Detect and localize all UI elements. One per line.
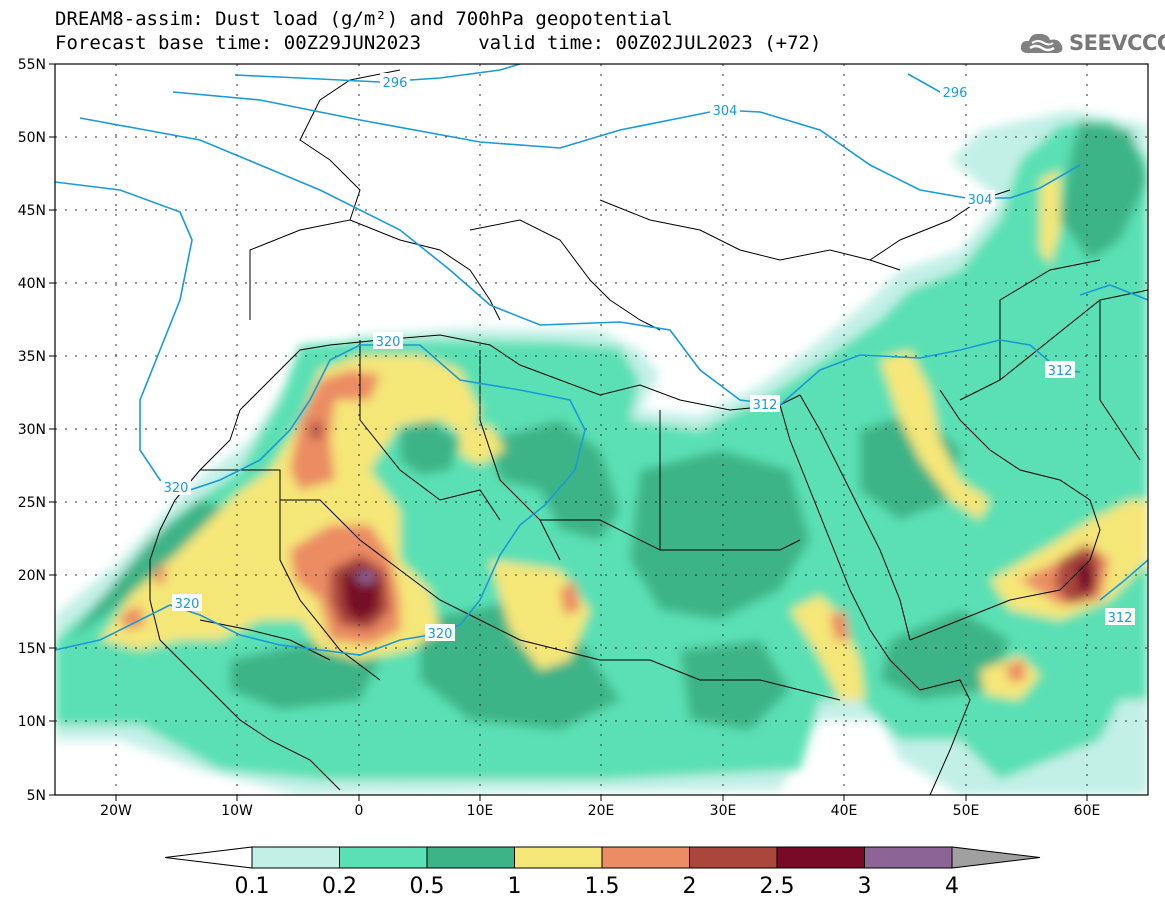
- svg-text:320: 320: [428, 627, 453, 642]
- lon-tick-label: 10E: [467, 803, 494, 819]
- lon-tick-label: 10W: [221, 803, 253, 819]
- svg-text:296: 296: [943, 86, 968, 101]
- colorbar-under-triangle: [164, 846, 253, 869]
- contour-label: 304: [710, 101, 740, 119]
- lat-tick-label: 45N: [18, 203, 46, 219]
- lat-axis: 55N 50N 45N 40N 35N 30N 25N 20N 15N 10N …: [18, 57, 55, 804]
- contour-label: 312: [1105, 608, 1135, 626]
- contour-label: 320: [161, 478, 191, 496]
- contour-label: 304: [965, 190, 995, 208]
- map-title: DREAM8-assim: Dust load (g/m²) and 700hP…: [55, 8, 673, 30]
- svg-text:320: 320: [175, 597, 200, 612]
- contour-label: 320: [172, 594, 202, 612]
- lon-tick-label: 40E: [831, 803, 858, 819]
- svg-text:320: 320: [164, 481, 189, 496]
- graticule: [55, 64, 1148, 795]
- lat-tick-label: 50N: [18, 130, 46, 146]
- colorbar-label: 1.5: [585, 874, 620, 899]
- colorbar-label: 0.1: [235, 874, 270, 899]
- contour-label: 296: [380, 73, 410, 91]
- svg-text:304: 304: [713, 104, 738, 119]
- colorbar-label: 0.2: [322, 874, 357, 899]
- lon-tick-label: 20E: [588, 803, 615, 819]
- svg-text:304: 304: [968, 193, 993, 208]
- colorbar-swatch: [426, 846, 515, 869]
- lat-tick-label: 15N: [18, 641, 46, 657]
- map-subtitle-times: Forecast base time: 00Z29JUN2023 valid t…: [55, 32, 822, 54]
- colorbar-swatch: [251, 846, 340, 869]
- dust-load-field: [55, 110, 1148, 795]
- colorbar-label: 3: [858, 874, 872, 899]
- colorbar-swatch: [776, 846, 865, 869]
- colorbar-label: 2.5: [760, 874, 795, 899]
- contour-labels: 296 296 304 304 320 320 320 320 312 312 …: [161, 73, 1135, 642]
- contour-label: 296: [940, 83, 970, 101]
- seevccc-logo: SEEVCCC: [1018, 28, 1165, 58]
- svg-text:296: 296: [383, 76, 408, 91]
- svg-text:312: 312: [753, 398, 778, 413]
- lat-tick-label: 30N: [18, 422, 46, 438]
- contour-label: 320: [373, 332, 403, 350]
- colorbar-swatch: [339, 846, 428, 869]
- colorbar-label: 0.5: [410, 874, 445, 899]
- svg-text:320: 320: [376, 335, 401, 350]
- lat-tick-label: 10N: [18, 714, 46, 730]
- colorbar-swatch: [864, 846, 953, 869]
- contour-label: 312: [750, 395, 780, 413]
- lat-tick-label: 40N: [18, 276, 46, 292]
- svg-text:312: 312: [1108, 611, 1133, 626]
- colorbar-label: 1: [508, 874, 522, 899]
- lat-tick-label: 5N: [27, 788, 46, 804]
- svg-text:312: 312: [1048, 364, 1073, 379]
- colorbar: 0.1 0.2 0.5 1 1.5 2 2.5 3 4: [164, 846, 1041, 899]
- colorbar-label: 4: [945, 874, 959, 899]
- lon-tick-label: 20W: [100, 803, 132, 819]
- colorbar-swatch: [601, 846, 690, 869]
- lat-tick-label: 25N: [18, 495, 46, 511]
- cloud-icon: [1020, 33, 1063, 53]
- logo-text: SEEVCCC: [1069, 31, 1165, 55]
- contour-label: 320: [425, 624, 455, 642]
- lon-tick-label: 30E: [710, 803, 737, 819]
- colorbar-swatch: [514, 846, 603, 869]
- lon-tick-label: 60E: [1074, 803, 1101, 819]
- lon-axis: 20W 10W 0 10E 20E 30E 40E 50E 60E: [100, 795, 1100, 819]
- colorbar-over-triangle: [951, 846, 1041, 869]
- lat-tick-label: 20N: [18, 568, 46, 584]
- colorbar-label: 2: [683, 874, 697, 899]
- contour-label: 312: [1045, 361, 1075, 379]
- lon-tick-label: 0: [355, 803, 364, 819]
- lat-tick-label: 35N: [18, 349, 46, 365]
- colorbar-swatch: [689, 846, 778, 869]
- lat-tick-label: 55N: [18, 57, 46, 73]
- lon-tick-label: 50E: [953, 803, 980, 819]
